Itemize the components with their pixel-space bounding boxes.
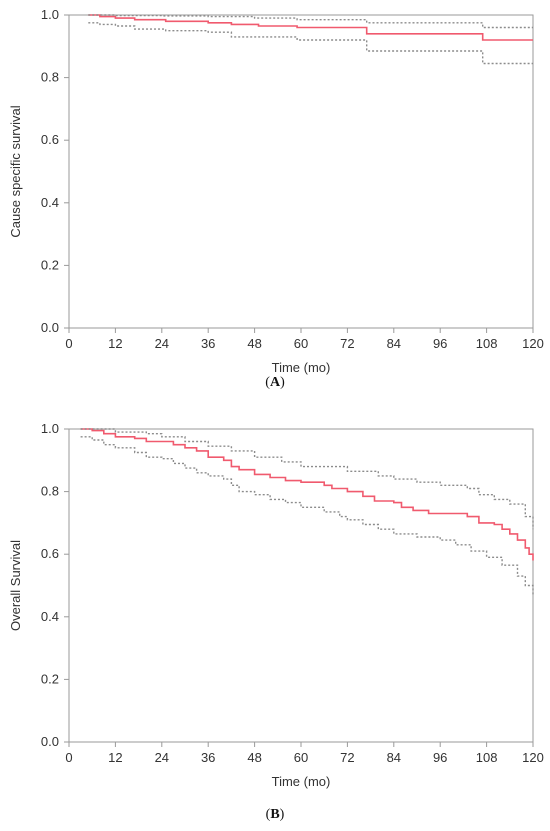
panel-a-chart: 0 12 24 36 48 60 72 84 96 108 120 0.0 0.2 0.4 0.6 0.8 1.… — [8, 7, 544, 375]
x-tick-label: 12 — [108, 336, 122, 351]
x-tick-label: 72 — [340, 336, 354, 351]
plot-frame — [68, 428, 534, 743]
x-tick-label: 12 — [108, 750, 122, 765]
x-tick-label: 84 — [387, 750, 401, 765]
x-tick-label: 36 — [201, 750, 215, 765]
lower-ci-curve — [80, 436, 534, 595]
panel-a-label: A — [270, 375, 281, 390]
x-tick-label: 60 — [294, 336, 308, 351]
x-tick-label: 84 — [387, 336, 401, 351]
panel-b-label: B — [270, 807, 279, 822]
x-tick-label: 48 — [247, 336, 261, 351]
x-tick-label: 60 — [294, 750, 308, 765]
y-tick-label: 0.4 — [41, 195, 59, 210]
y-tick-label: 0.8 — [41, 70, 59, 85]
y-tick-label: 1.0 — [41, 421, 59, 436]
x-tick-label: 0 — [65, 750, 72, 765]
y-axis-title: Cause specific survival — [8, 105, 23, 237]
y-tick-label: 0.4 — [41, 609, 59, 624]
upper-ci-curve — [88, 14, 533, 29]
x-tick-label: 0 — [65, 336, 72, 351]
survival-curve — [88, 14, 533, 41]
x-axis-title: Time (mo) — [272, 774, 331, 789]
y-tick-label: 0.6 — [41, 546, 59, 561]
x-axis-title: Time (mo) — [272, 360, 331, 375]
x-tick-label: 48 — [247, 750, 261, 765]
panel-a-caption: (A) — [265, 375, 285, 390]
x-tick-label: 108 — [476, 336, 498, 351]
y-tick-label: 0.2 — [41, 671, 59, 686]
y-tick-label: 0.8 — [41, 484, 59, 499]
x-tick-label: 72 — [340, 750, 354, 765]
x-tick-label: 96 — [433, 336, 447, 351]
lower-ci-curve — [88, 22, 533, 65]
x-tick-label: 96 — [433, 750, 447, 765]
y-axis-title: Overall Survival — [8, 540, 23, 631]
panel-b-caption: (B) — [266, 807, 285, 822]
x-tick-label: 24 — [155, 750, 169, 765]
y-tick-label: 0.2 — [41, 257, 59, 272]
y-tick-label: 0.6 — [41, 132, 59, 147]
x-tick-label: 120 — [522, 750, 544, 765]
survival-curve — [80, 428, 534, 561]
y-tick-label: 0.0 — [41, 734, 59, 749]
panel-b-chart: 0 12 24 36 48 60 72 84 96 108 120 0.0 0.2 0.4 0.6 0.8 1.… — [8, 421, 544, 789]
upper-ci-curve — [80, 428, 534, 530]
y-tick-label: 1.0 — [41, 7, 59, 22]
x-tick-label: 36 — [201, 336, 215, 351]
plot-frame — [68, 14, 534, 329]
x-tick-label: 120 — [522, 336, 544, 351]
y-tick-label: 0.0 — [41, 320, 59, 335]
x-tick-label: 108 — [476, 750, 498, 765]
x-tick-label: 24 — [155, 336, 169, 351]
